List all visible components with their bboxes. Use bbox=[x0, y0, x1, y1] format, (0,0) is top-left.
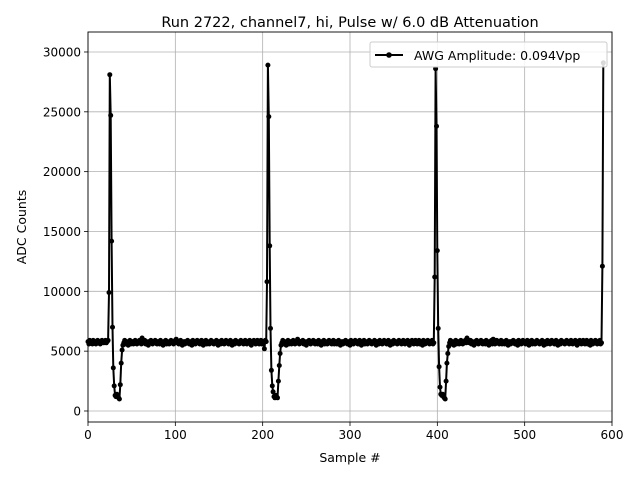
data-point bbox=[264, 279, 270, 285]
x-tick-label: 300 bbox=[339, 428, 362, 442]
data-point bbox=[109, 238, 115, 244]
data-point bbox=[432, 274, 438, 280]
y-tick-label: 15000 bbox=[43, 225, 81, 239]
data-point bbox=[276, 363, 282, 368]
legend-box bbox=[369, 41, 608, 68]
data-point bbox=[261, 346, 267, 352]
data-point bbox=[599, 263, 605, 269]
x-tick-label: 200 bbox=[251, 428, 274, 442]
data-point bbox=[110, 324, 115, 330]
data-point bbox=[437, 384, 443, 390]
y-tick-label: 10000 bbox=[43, 285, 81, 299]
x-tick-label: 600 bbox=[601, 428, 624, 442]
data-point bbox=[444, 360, 450, 366]
data-point bbox=[434, 123, 439, 129]
data-point bbox=[431, 340, 437, 346]
data-point bbox=[275, 378, 281, 384]
data-point bbox=[267, 243, 273, 249]
data-point bbox=[277, 351, 283, 356]
y-tick-label: 20000 bbox=[43, 165, 81, 179]
data-point bbox=[435, 325, 441, 331]
data-point bbox=[270, 389, 276, 395]
data-point bbox=[117, 382, 123, 388]
x-tick-label: 500 bbox=[513, 428, 536, 442]
data-point bbox=[111, 383, 117, 389]
data-point bbox=[269, 383, 275, 389]
data-point bbox=[268, 367, 274, 373]
data-point bbox=[265, 62, 271, 68]
y-tick-label: 30000 bbox=[43, 45, 81, 59]
data-point bbox=[107, 72, 113, 78]
data-point bbox=[599, 340, 604, 346]
data-point bbox=[105, 337, 111, 343]
data-point bbox=[116, 396, 122, 402]
y-axis: 0 5000 10000 15000 20000 25000 30000 bbox=[43, 45, 88, 418]
data-point bbox=[445, 351, 451, 356]
data-point bbox=[268, 325, 273, 331]
legend-marker-swatch bbox=[386, 52, 392, 58]
legend-label: AWG Amplitude: 0.094Vpp bbox=[414, 48, 580, 63]
plot-area bbox=[85, 60, 606, 402]
data-point bbox=[110, 365, 116, 371]
x-axis: 0 100 200 300 400 500 600 bbox=[84, 422, 623, 442]
data-point bbox=[275, 395, 280, 401]
axes-frame bbox=[87, 31, 613, 423]
legend: AWG Amplitude: 0.094Vpp bbox=[369, 41, 608, 68]
data-point bbox=[443, 378, 449, 384]
chart-title: Run 2722, channel7, hi, Pulse w/ 6.0 dB … bbox=[161, 15, 538, 31]
data-point bbox=[442, 396, 448, 402]
x-tick-label: 0 bbox=[84, 428, 92, 442]
data-point bbox=[263, 339, 269, 345]
y-axis-label: ADC Counts bbox=[14, 190, 29, 265]
x-axis-label: Sample # bbox=[319, 450, 380, 465]
data-point bbox=[434, 248, 440, 254]
data-point bbox=[266, 114, 272, 120]
y-tick-label: 0 bbox=[73, 404, 81, 418]
data-point bbox=[118, 360, 124, 366]
x-tick-label: 100 bbox=[164, 428, 187, 442]
x-tick-label: 400 bbox=[426, 428, 449, 442]
data-point bbox=[119, 347, 125, 353]
data-point bbox=[106, 290, 112, 295]
y-tick-label: 5000 bbox=[50, 345, 81, 359]
data-point bbox=[108, 112, 114, 118]
data-point bbox=[436, 364, 442, 370]
y-tick-label: 25000 bbox=[43, 105, 81, 119]
